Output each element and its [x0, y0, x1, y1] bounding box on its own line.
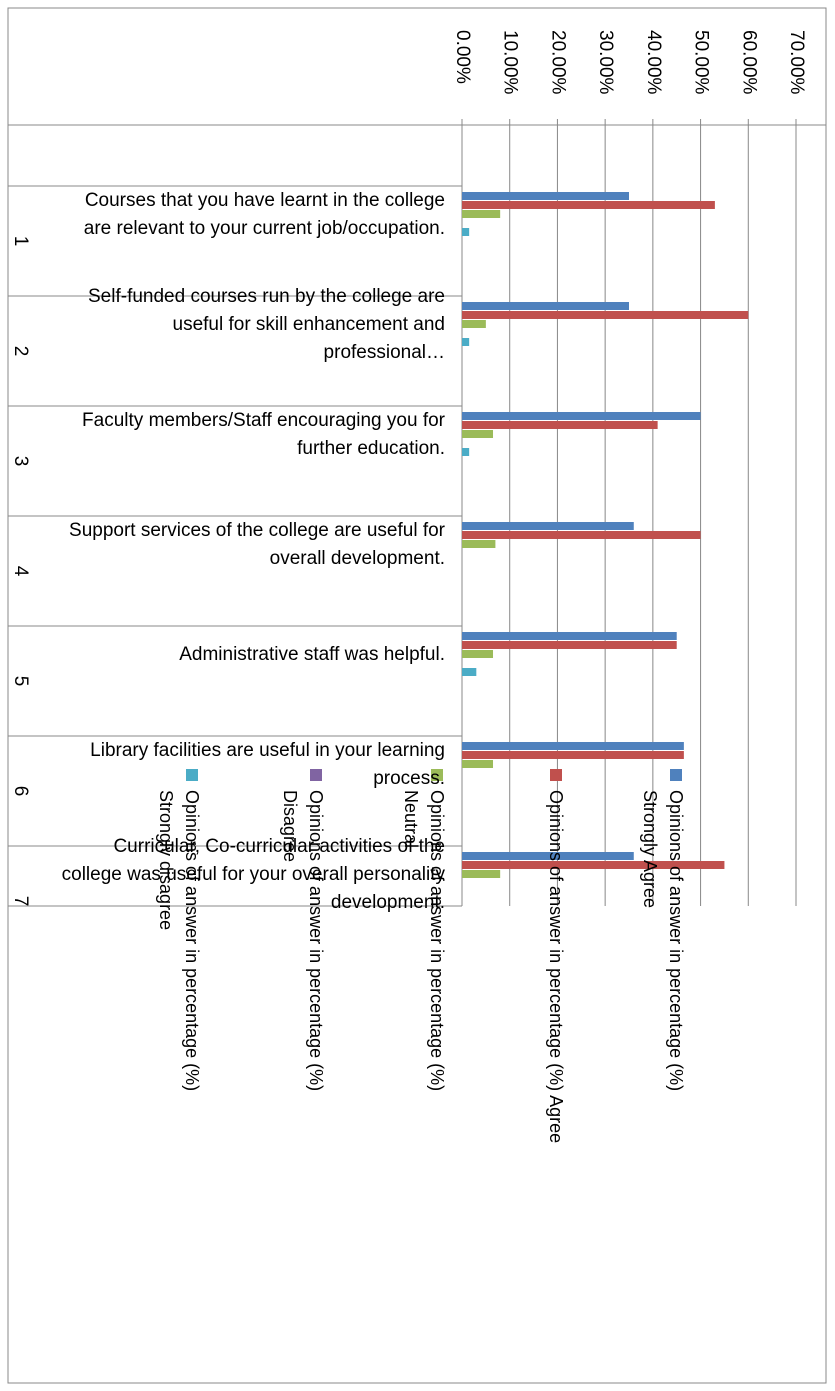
- bar: [462, 641, 677, 649]
- bar: [462, 870, 501, 878]
- legend-swatch: [670, 769, 682, 781]
- category-description: Curricular, Co-curricular activities of …: [61, 836, 445, 913]
- bar: [462, 861, 725, 869]
- bar: [462, 531, 701, 539]
- legend-label: Opinions of answer in percentage (%) Dis…: [280, 790, 326, 1092]
- legend-swatch: [431, 769, 443, 781]
- category-description: Self-funded courses run by the college a…: [88, 286, 445, 363]
- x-tick-label: 20.00%: [547, 30, 568, 95]
- category-description: Support services of the college are usef…: [69, 520, 445, 569]
- bar: [462, 228, 470, 236]
- legend-label: Opinions of answer in percentage (%) Str…: [156, 790, 202, 1092]
- bar: [462, 201, 715, 209]
- x-tick-label: 50.00%: [691, 30, 712, 95]
- bar: [462, 338, 470, 346]
- category-description: Courses that you have learnt in the coll…: [83, 190, 445, 239]
- bar: [462, 320, 486, 328]
- category-label: 5: [10, 676, 31, 687]
- bar: [462, 632, 677, 640]
- category-label: 7: [10, 896, 31, 907]
- legend-swatch: [310, 769, 322, 781]
- bar: [462, 302, 629, 310]
- bar: [462, 311, 749, 319]
- bar: [462, 448, 470, 456]
- x-tick-label: 40.00%: [643, 30, 664, 95]
- category-label: 4: [10, 566, 31, 577]
- x-tick-label: 10.00%: [500, 30, 521, 95]
- x-tick-label: 60.00%: [738, 30, 759, 95]
- bar: [462, 430, 494, 438]
- bar: [462, 421, 658, 429]
- x-tick-label: 30.00%: [595, 30, 616, 95]
- bar: [462, 540, 496, 548]
- frame: [7, 7, 827, 1384]
- category-description: Library facilities are useful in your le…: [90, 740, 445, 789]
- category-label: 2: [10, 346, 31, 357]
- bar: [462, 852, 634, 860]
- legend-swatch: [550, 769, 562, 781]
- bar: [462, 210, 501, 218]
- bar: [462, 668, 477, 676]
- legend-label: Opinions of answer in percentage (%) Neu…: [401, 790, 447, 1092]
- bar: [462, 760, 494, 768]
- bar: [462, 412, 701, 420]
- bar: [462, 192, 629, 200]
- legend-label: Opinions of answer in percentage (%) Agr…: [546, 790, 566, 1144]
- bar: [462, 650, 494, 658]
- category-label: 6: [10, 786, 31, 797]
- bar: [462, 522, 634, 530]
- bar: [462, 751, 684, 759]
- x-tick-label: 0.00%: [452, 30, 473, 84]
- category-label: 3: [10, 456, 31, 467]
- legend-swatch: [186, 769, 198, 781]
- category-description: Administrative staff was helpful.: [179, 644, 445, 665]
- category-description: Faculty members/Staff encouraging you fo…: [82, 410, 445, 459]
- x-tick-label: 70.00%: [786, 30, 807, 95]
- category-label: 1: [10, 236, 31, 247]
- bar: [462, 742, 684, 750]
- legend-label: Opinions of answer in percentage (%) Str…: [640, 790, 686, 1092]
